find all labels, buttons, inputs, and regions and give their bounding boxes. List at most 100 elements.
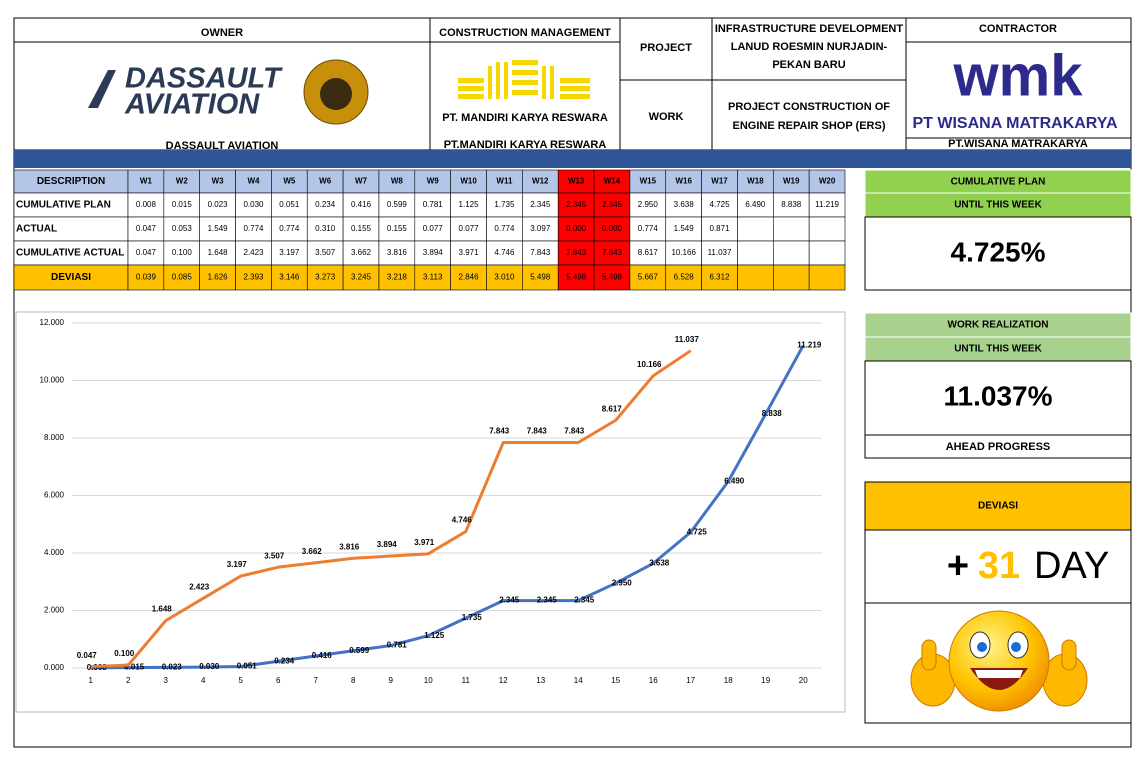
cell-value: 0.039	[136, 273, 157, 282]
cell-value: 0.047	[136, 224, 157, 233]
work-label: WORK	[649, 111, 684, 123]
data-label: 0.051	[237, 662, 258, 671]
table-cell	[522, 192, 559, 218]
cell-value: 11.219	[815, 200, 839, 209]
table-cell	[163, 192, 201, 218]
table-cell	[522, 216, 559, 242]
cell-value: 1.125	[459, 200, 480, 209]
column-header: W5	[283, 177, 296, 186]
table-cell	[665, 240, 702, 266]
x-tick-label: 18	[724, 676, 733, 685]
cell-value: 0.077	[423, 224, 444, 233]
x-tick-label: 14	[574, 676, 583, 685]
table-cell	[593, 192, 631, 218]
column-header: W12	[532, 177, 549, 186]
data-label: 2.345	[537, 596, 558, 605]
x-tick-label: 17	[686, 676, 695, 685]
table-cell	[593, 216, 631, 242]
cell-value: 11.037	[708, 248, 732, 257]
cell-value: 10.166	[671, 248, 696, 257]
data-label: 8.838	[762, 409, 783, 418]
column-header: W6	[319, 177, 332, 186]
data-label: 3.894	[377, 540, 398, 549]
row-label: DEVIASI	[51, 272, 91, 283]
cell-value: 3.113	[423, 273, 443, 282]
table-cell	[163, 216, 201, 242]
data-label: 0.781	[387, 641, 408, 650]
cm-name: PT.MANDIRI KARYA RESWARA	[444, 139, 607, 151]
owner-label: OWNER	[201, 27, 243, 39]
cell-value: 6.490	[745, 200, 766, 209]
real-title: WORK REALIZATION	[948, 320, 1049, 331]
work-cell	[711, 79, 907, 151]
cell-value: 2.950	[638, 200, 659, 209]
cell-value: 4.746	[494, 248, 515, 257]
cell-value: 0.015	[172, 200, 193, 209]
dev-title-bg	[865, 482, 1131, 530]
table-cell	[701, 264, 738, 291]
real-title-bg	[864, 312, 1132, 338]
table-cell	[557, 240, 595, 266]
cell-value: 3.197	[279, 248, 300, 257]
emblem	[320, 78, 352, 110]
table-cell	[737, 240, 774, 266]
column-header: W16	[675, 177, 692, 186]
table-cell	[414, 192, 451, 218]
cell-value: 0.047	[136, 248, 157, 257]
table-cell	[629, 264, 667, 291]
table-cell	[13, 216, 129, 242]
cell-value: 0.871	[710, 224, 731, 233]
data-label: 1.648	[152, 605, 173, 614]
x-tick-label: 6	[276, 676, 281, 685]
x-tick-label: 3	[164, 676, 169, 685]
plan-title: CUMULATIVE PLAN	[951, 177, 1046, 188]
dev-title: DEVIASI	[978, 501, 1018, 512]
table-cell	[378, 264, 416, 291]
data-label: 0.234	[274, 656, 295, 665]
table-cell	[772, 240, 810, 266]
data-label: 3.197	[227, 560, 248, 569]
cell-value: 3.894	[423, 248, 444, 257]
dev-sign: +	[947, 545, 969, 587]
cell-value: 0.077	[459, 224, 480, 233]
data-label: 11.219	[797, 341, 822, 350]
project-line: PEKAN BARU	[772, 59, 845, 71]
data-label: 3.662	[302, 547, 323, 556]
cell-value: 3.971	[459, 248, 480, 257]
data-label: 2.345	[574, 596, 595, 605]
work-line: ENGINE REPAIR SHOP (ERS)	[732, 120, 885, 132]
project-line: LANUD ROESMIN NURJADIN-	[731, 41, 888, 53]
contractor-logo: wmk	[953, 43, 1084, 108]
band	[14, 150, 1131, 168]
row-label: CUMULATIVE ACTUAL	[16, 248, 124, 259]
cell-value: 2.423	[243, 248, 264, 257]
column-header: W18	[747, 177, 764, 186]
emoji	[910, 610, 1088, 712]
x-tick-label: 7	[314, 676, 319, 685]
cell-value: 0.310	[315, 224, 336, 233]
dev-days: 31	[978, 545, 1020, 587]
cell-value: 3.010	[494, 273, 515, 282]
y-tick-label: 0.000	[44, 663, 65, 672]
column-header: W17	[711, 177, 728, 186]
data-label: 3.816	[339, 542, 360, 551]
cell-value: 3.273	[315, 273, 336, 282]
real-box	[864, 360, 1132, 459]
row-label: CUMULATIVE PLAN	[16, 200, 111, 211]
table-cell	[235, 192, 272, 218]
table-cell	[235, 264, 272, 291]
x-tick-label: 13	[536, 676, 545, 685]
cell-value: 0.023	[208, 200, 229, 209]
plan-sub: UNTIL THIS WEEK	[954, 200, 1042, 211]
table-cell	[665, 264, 702, 291]
column-header: W7	[355, 177, 368, 186]
column-header: W9	[427, 177, 440, 186]
data-label: 7.843	[564, 427, 585, 436]
cell-value: 0.051	[279, 200, 300, 209]
table-cell	[665, 192, 702, 218]
cell-value: 3.816	[387, 248, 408, 257]
table-cell	[271, 192, 308, 218]
data-label: 4.746	[452, 516, 473, 525]
data-label: 1.125	[424, 631, 445, 640]
table-cell	[450, 240, 487, 266]
